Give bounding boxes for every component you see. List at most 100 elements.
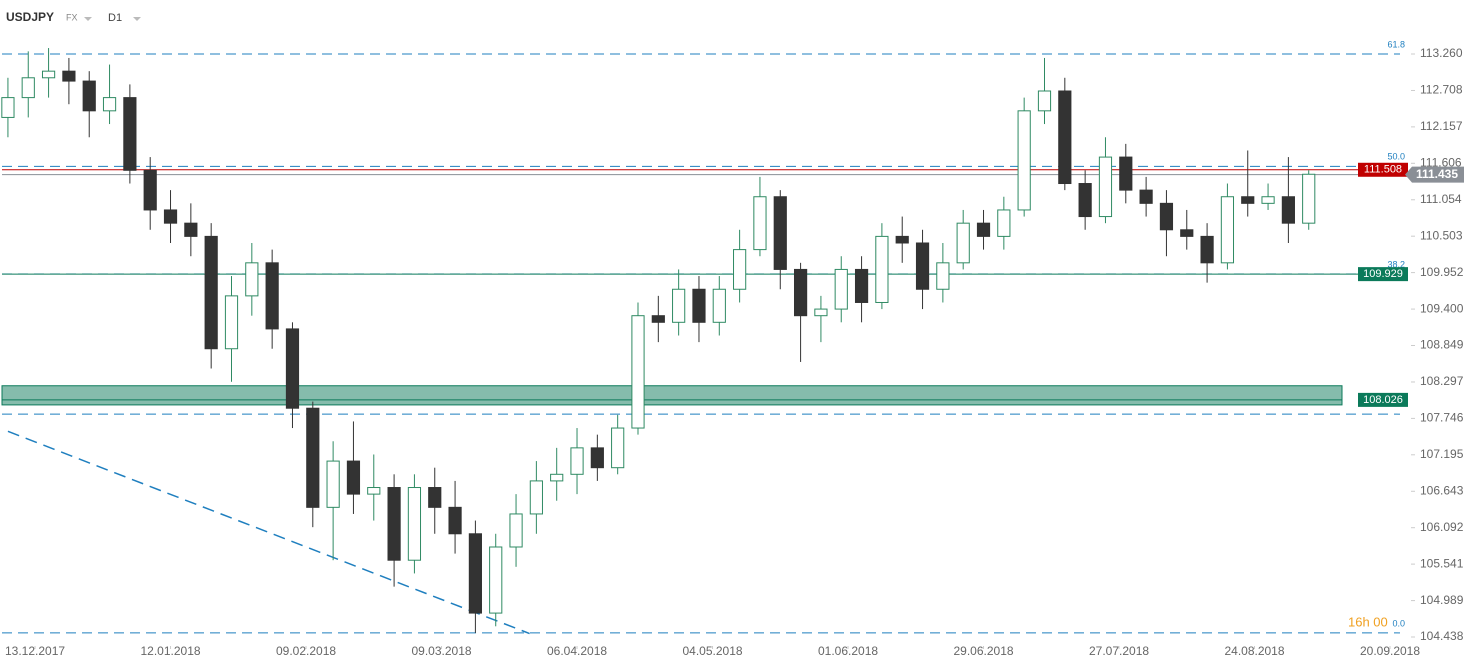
x-tick-label: 27.07.2018 — [1089, 644, 1149, 658]
candle-body — [367, 487, 381, 495]
y-tick-label: 108.297 — [1420, 374, 1464, 388]
y-tick-label: 112.708 — [1420, 83, 1463, 97]
candle-body — [1119, 156, 1133, 191]
y-tick-label: 105.541 — [1420, 556, 1464, 570]
fib-label: 38.2 — [1387, 259, 1405, 269]
candle-body — [651, 315, 665, 323]
y-tick-label: 104.989 — [1420, 593, 1464, 607]
candle-body — [82, 80, 96, 112]
dropdown-arrow[interactable] — [133, 17, 141, 21]
candle-body — [489, 546, 503, 614]
candle-body — [265, 262, 279, 330]
x-tick-label: 04.05.2018 — [682, 644, 742, 658]
candle-body — [407, 487, 422, 561]
candle-body — [21, 77, 35, 99]
y-tick-label: 104.438 — [1420, 629, 1464, 643]
support-zone — [1, 385, 1343, 406]
candle-body — [997, 209, 1011, 237]
candle-body — [692, 288, 706, 323]
zone-level-label: 108.026 — [1363, 394, 1403, 406]
trendline — [7, 430, 530, 635]
candle-body — [976, 222, 991, 237]
x-tick-label: 29.06.2018 — [953, 644, 1013, 658]
candle-body — [1159, 202, 1174, 231]
candle-body — [163, 209, 178, 224]
candle-body — [143, 169, 157, 211]
candle-body — [468, 533, 482, 614]
candle-body — [306, 407, 320, 508]
candle-body — [428, 487, 442, 508]
candle-body — [285, 328, 300, 409]
current-price-pointer — [1405, 166, 1464, 183]
candle-body — [570, 447, 584, 475]
fib-label: 50.0 — [1387, 152, 1405, 162]
candle-body — [1037, 90, 1052, 112]
candle-body — [793, 268, 808, 317]
candle-body — [204, 235, 218, 350]
candle-body — [1078, 183, 1092, 218]
candle-body — [915, 242, 930, 290]
candle-body — [1139, 189, 1153, 204]
y-tick-label: 109.952 — [1420, 265, 1464, 279]
y-tick-label: 110.503 — [1420, 228, 1463, 242]
y-tick-label: 112.157 — [1420, 119, 1463, 133]
candle-body — [773, 196, 787, 270]
candle-body — [529, 480, 543, 515]
candle-body — [41, 70, 56, 79]
candle-body — [611, 427, 625, 469]
candle-body — [1261, 196, 1275, 204]
y-tick-label: 107.195 — [1420, 447, 1464, 461]
fib-label: 0.0 — [1392, 618, 1405, 628]
candle-body — [875, 235, 889, 303]
candle-body — [448, 506, 462, 535]
x-tick-label: 09.03.2018 — [411, 644, 471, 658]
candle-body — [1302, 173, 1316, 224]
candle-body — [733, 249, 747, 290]
candle-body — [245, 262, 259, 297]
candle-body — [1180, 229, 1194, 237]
price-level-label-box — [1358, 267, 1408, 282]
candle-body — [631, 315, 645, 429]
candle-body — [1200, 235, 1214, 264]
candle-body — [672, 288, 686, 323]
x-tick-label: 06.04.2018 — [547, 644, 607, 658]
y-tick-label: 106.643 — [1420, 483, 1464, 497]
candle-body — [1098, 156, 1113, 218]
current-price-label: 111.435 — [1416, 167, 1458, 181]
candle-body — [1058, 90, 1072, 185]
x-tick-label: 09.02.2018 — [276, 644, 336, 658]
dropdown-arrow[interactable] — [84, 17, 92, 21]
candle-body — [1220, 196, 1235, 264]
candle-body — [956, 222, 970, 264]
candle-body — [224, 295, 239, 350]
x-tick-label: 24.08.2018 — [1224, 644, 1284, 658]
candle-body — [387, 487, 401, 561]
candle-body — [712, 288, 726, 323]
candle-body — [590, 447, 604, 469]
price-level-label: 109.929 — [1363, 268, 1403, 280]
y-tick-label: 108.849 — [1420, 338, 1464, 352]
candle-body — [753, 196, 767, 251]
candle-body — [62, 70, 76, 82]
candle-body — [1017, 110, 1031, 211]
candle-body — [550, 473, 564, 482]
y-tick-label: 107.746 — [1420, 411, 1464, 425]
interval[interactable]: D1 — [108, 12, 122, 24]
fib-label: 61.8 — [1387, 39, 1405, 49]
countdown-timer: 16h 00 — [1348, 614, 1388, 629]
y-tick-label: 111.606 — [1420, 155, 1462, 169]
candle-body — [184, 222, 198, 237]
candle-body — [102, 97, 117, 112]
candle-body — [1281, 196, 1295, 224]
candle-body — [895, 235, 909, 244]
candle-body — [509, 513, 523, 548]
candle-body — [326, 460, 340, 508]
market[interactable]: FX — [66, 12, 78, 22]
symbol[interactable]: USDJPY — [6, 10, 54, 24]
candle-body — [854, 268, 869, 303]
y-tick-label: 111.054 — [1420, 192, 1462, 206]
candle-body — [346, 460, 361, 495]
candle-body — [123, 97, 137, 171]
